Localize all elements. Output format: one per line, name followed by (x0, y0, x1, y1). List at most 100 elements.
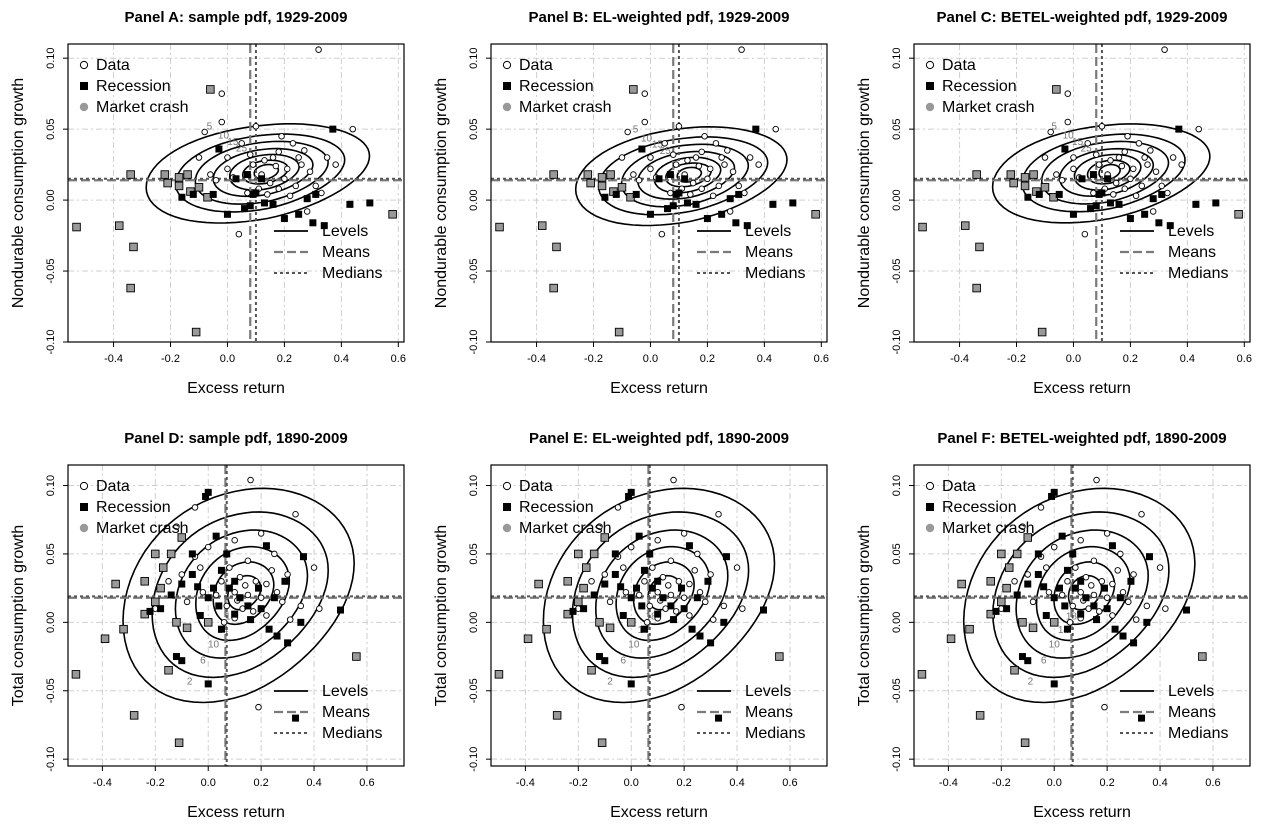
data-point (707, 571, 714, 578)
recession-point (246, 202, 254, 210)
data-point (1156, 564, 1164, 571)
recession-point (260, 199, 268, 207)
market-crash-point (589, 549, 599, 559)
market-crash-point (600, 533, 610, 542)
market-crash-point (961, 221, 970, 230)
recession-point (1050, 680, 1058, 688)
market-crash-point (552, 711, 562, 720)
recession-point (1024, 657, 1032, 665)
market-crash-point (583, 170, 593, 179)
x-tick-label: 0.2 (676, 777, 691, 789)
legend-markers: Data Recession Market crash (79, 57, 188, 116)
data-point (1130, 165, 1137, 173)
y-tick-label: -0.05 (891, 678, 903, 703)
contour-level-10 (1021, 133, 1186, 213)
data-point (1107, 157, 1114, 164)
data-point (670, 476, 677, 484)
recession-point (633, 584, 641, 592)
data-point (286, 192, 294, 200)
recession-point (292, 714, 300, 722)
data-point (641, 118, 649, 126)
legend-label: Data (942, 478, 976, 495)
legend-label: Levels (322, 223, 368, 240)
market-crash-point (203, 618, 213, 627)
legend-markers: Data Recession Market crash (925, 478, 1034, 537)
data-point (1149, 208, 1157, 215)
data-point (672, 161, 680, 168)
legend-markers: Data Recession Market crash (502, 478, 611, 537)
data-point (1109, 580, 1116, 588)
recession-point (281, 577, 289, 585)
y-tick-label: -0.10 (468, 747, 480, 772)
recession-point (655, 175, 663, 183)
data-point (263, 612, 270, 619)
data-point (295, 154, 302, 161)
recession-point (346, 200, 354, 208)
x-tick-label: 0.2 (1123, 353, 1138, 365)
data-point (647, 165, 654, 173)
market-crash-point (1037, 327, 1047, 337)
x-tick-label: 0.0 (1047, 777, 1062, 789)
market-crash-point (917, 670, 927, 679)
recession-point (760, 606, 768, 614)
data-point (272, 162, 280, 170)
contour-label: 15 (227, 137, 239, 148)
contour-label: 10 (208, 640, 220, 651)
recession-point (735, 190, 743, 198)
data-point (738, 46, 745, 53)
recession-point (366, 199, 374, 207)
legend-lines: Levels Means Medians (274, 683, 382, 742)
recession-point (223, 210, 231, 218)
data-point (1162, 605, 1169, 612)
plot-frame (913, 464, 1251, 767)
data-point (231, 537, 238, 544)
data-point (212, 176, 220, 184)
data-point (1053, 171, 1060, 178)
data-point (183, 598, 191, 606)
y-tick-label: 0.05 (468, 543, 480, 564)
data-point (263, 580, 270, 588)
recession-point (1138, 714, 1146, 722)
market-crash-point (597, 173, 607, 182)
x-tick-label: 0.6 (782, 777, 797, 789)
data-point (247, 476, 254, 484)
recession-point (209, 190, 217, 198)
y-tick-label: 0.10 (45, 47, 57, 68)
market-crash-point (918, 222, 927, 232)
recession-point (611, 550, 619, 558)
recession-point (580, 605, 588, 613)
x-tick-label: -0.2 (161, 353, 180, 365)
x-tick-label: -0.4 (516, 777, 535, 789)
recession-point (1166, 222, 1174, 230)
recession-point (1056, 584, 1064, 592)
data-point (635, 591, 643, 599)
recession-point (752, 125, 760, 133)
legend-lines: Levels Means Medians (697, 223, 805, 282)
recession-point (202, 492, 210, 500)
market-crash-point (597, 738, 607, 747)
legend-label: Market crash (942, 99, 1034, 116)
contour-label: 15 (652, 140, 664, 151)
market-crash-point (495, 222, 504, 232)
contour-label: 2 (187, 677, 193, 688)
data-point (269, 154, 277, 161)
recession-point (1095, 190, 1103, 198)
y-tick-label: 0.00 (468, 612, 480, 633)
recession-point (692, 200, 700, 208)
recession-point (247, 616, 255, 624)
data-point (654, 588, 661, 596)
data-point (306, 168, 314, 175)
data-point (1121, 185, 1128, 192)
data-point (1158, 182, 1165, 190)
data-point (675, 123, 683, 130)
market-crash-point (1002, 583, 1011, 593)
contour-level-25 (1073, 153, 1142, 191)
x-tick-label: 0.0 (201, 777, 216, 789)
contour-label: 25 (660, 146, 672, 157)
contour-label: 15 (1072, 137, 1084, 148)
recession-point (1175, 125, 1183, 133)
data-point (1095, 608, 1103, 615)
market-crash-point (579, 583, 588, 593)
legend-label: Medians (322, 725, 382, 742)
legend-label: Medians (1168, 265, 1228, 282)
